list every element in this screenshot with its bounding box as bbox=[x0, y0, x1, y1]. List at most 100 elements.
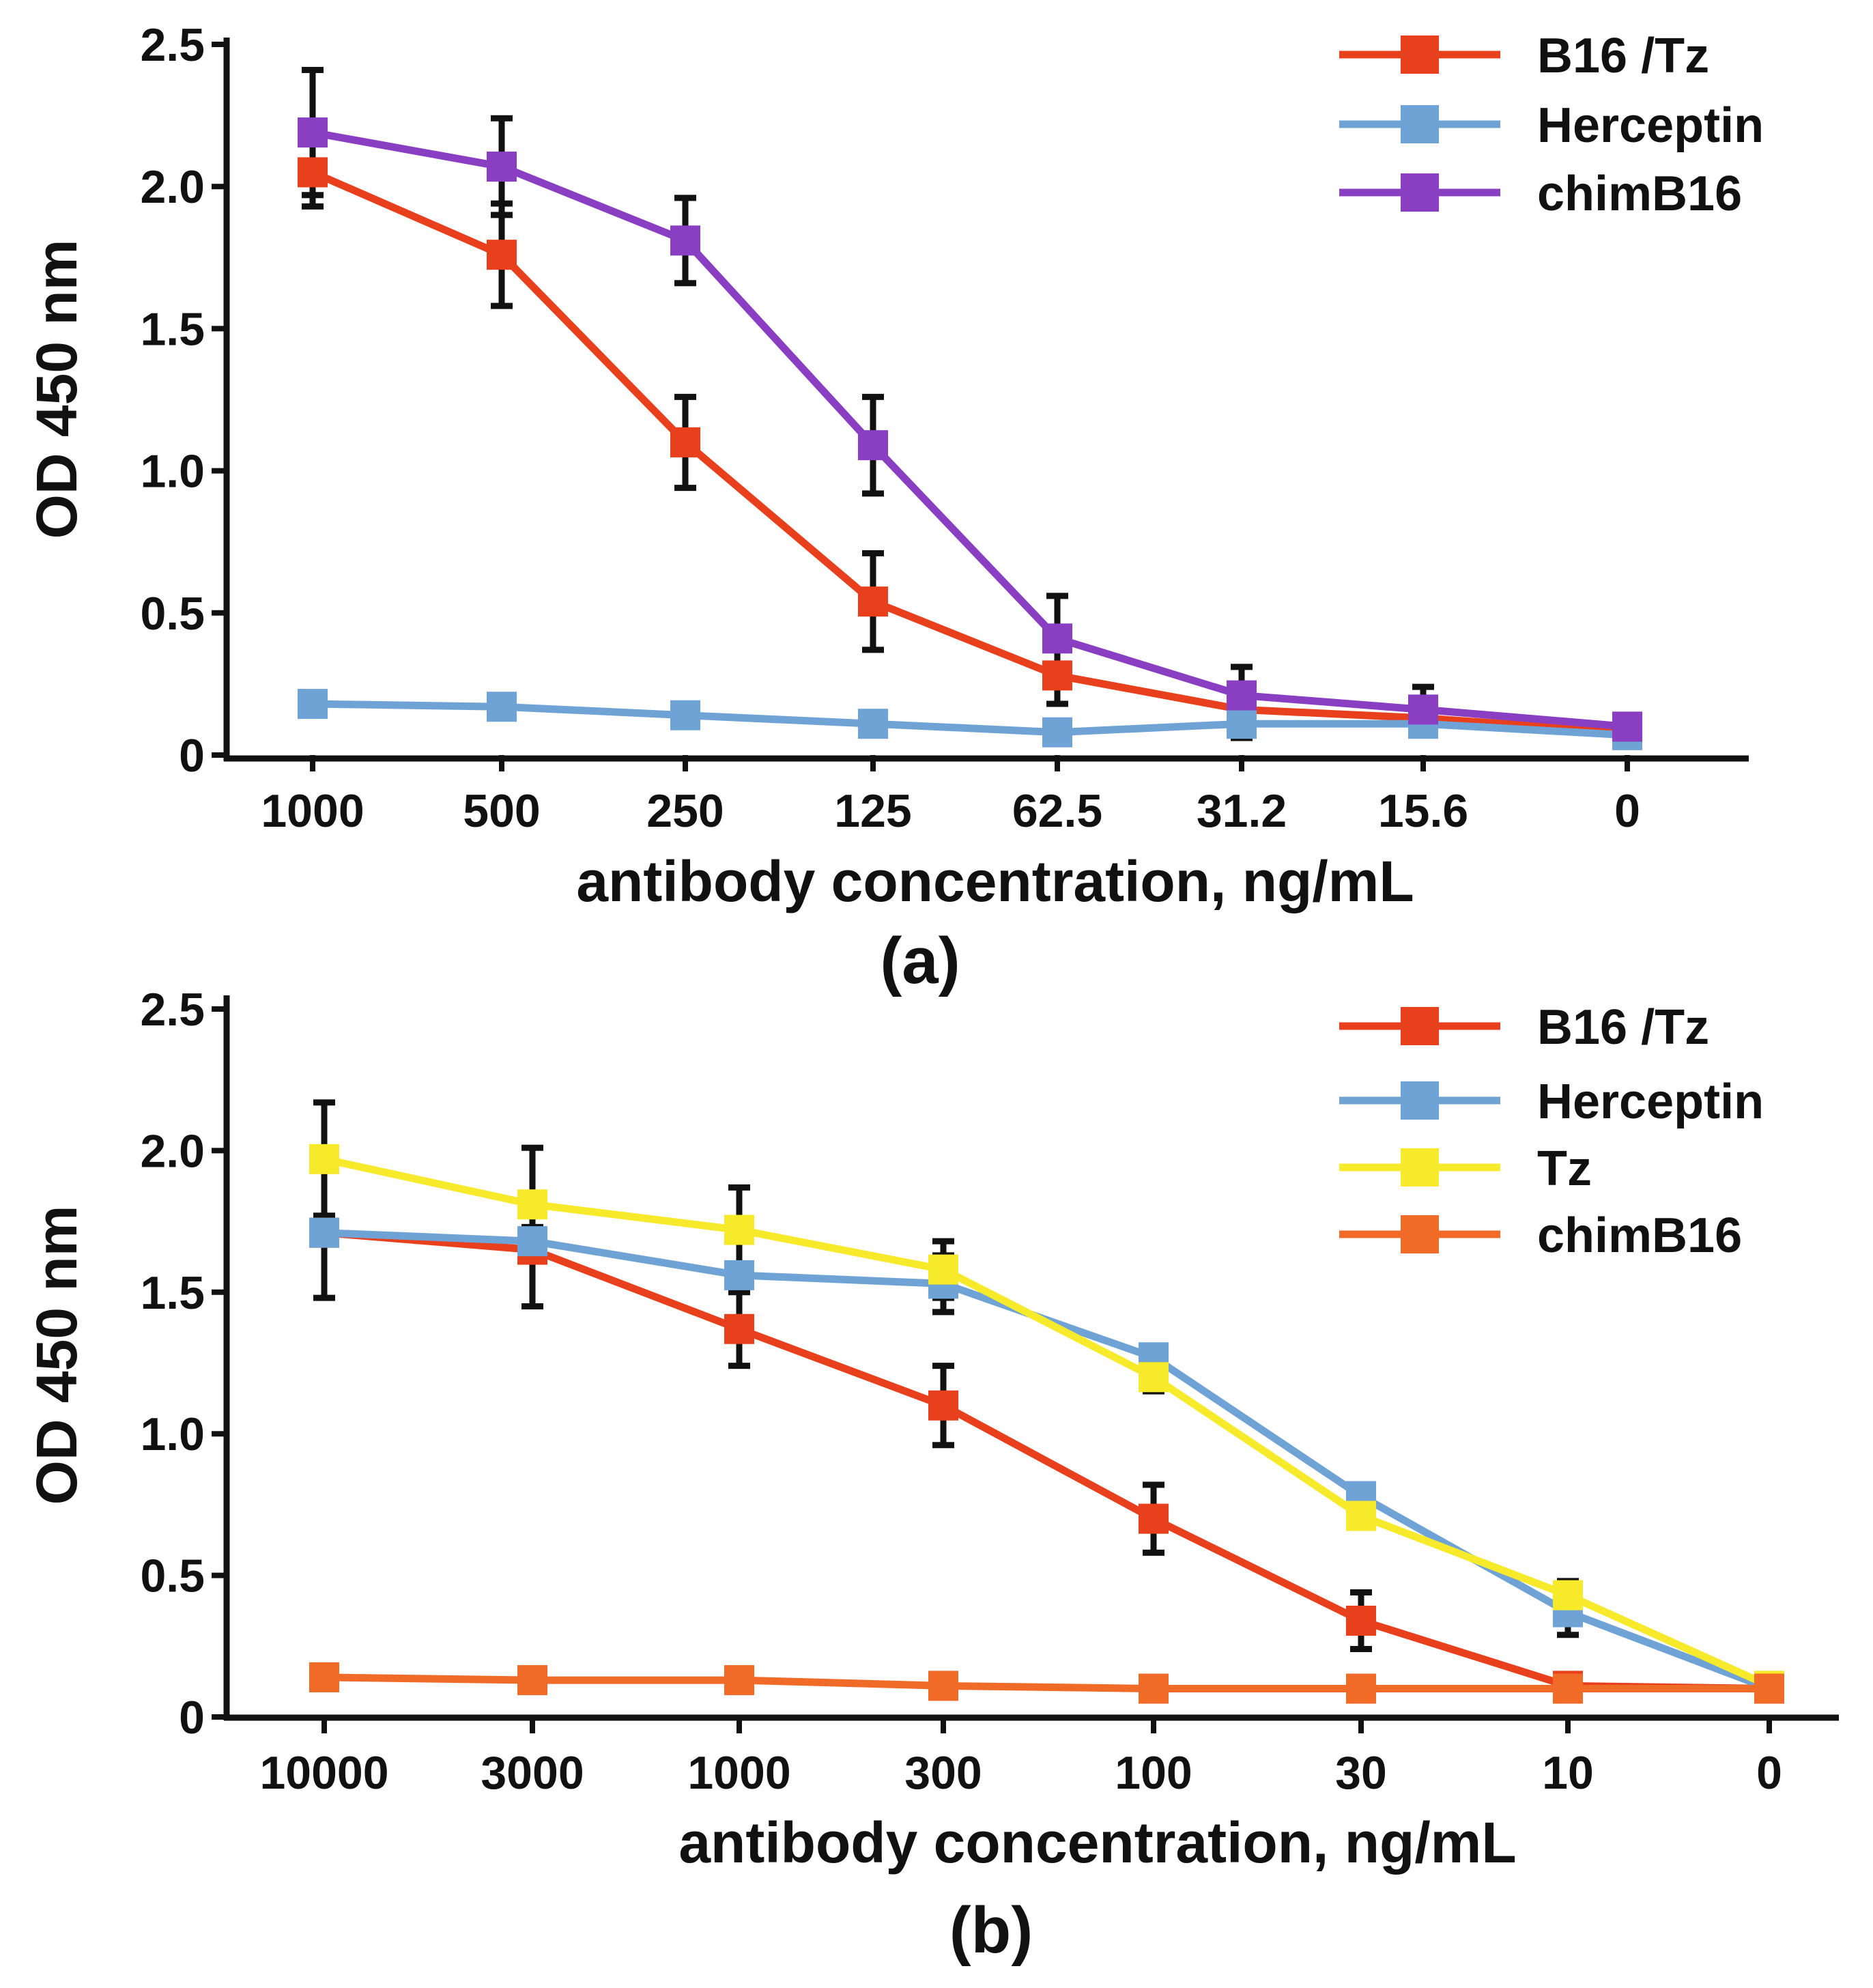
x-tick-label: 500 bbox=[463, 785, 540, 837]
y-tick-label: 0.5 bbox=[140, 588, 205, 640]
y-axis-title-a: OD 450 nm bbox=[25, 240, 89, 539]
y-tick-label: 0 bbox=[179, 1692, 205, 1744]
chart-panel-a: 0 0.5 1.0 1.5 2.0 2.5 1000 500 250 125 62.5 31.2 15… bbox=[25, 19, 1764, 997]
legend-b: B16 /Tz Herceptin Tz chimB16 bbox=[1339, 1000, 1764, 1263]
y-tick-label: 2.5 bbox=[140, 19, 205, 71]
x-tick-label: 10000 bbox=[259, 1747, 388, 1799]
y-tick-label: 1.0 bbox=[140, 1408, 205, 1460]
data-point bbox=[724, 1314, 754, 1344]
legend-label: B16 /Tz bbox=[1537, 1000, 1709, 1055]
series-line bbox=[312, 128, 1628, 730]
legend-label: chimB16 bbox=[1537, 1208, 1742, 1263]
legend-swatch-marker bbox=[1401, 1007, 1439, 1045]
data-point bbox=[1346, 1501, 1376, 1531]
data-point bbox=[1042, 623, 1072, 654]
x-tick-label: 30 bbox=[1335, 1747, 1387, 1799]
data-point bbox=[517, 1226, 547, 1257]
x-ticks-b: 10000 3000 1000 300 100 30 10 0 bbox=[259, 1717, 1782, 1799]
legend-swatch-marker bbox=[1401, 1081, 1439, 1120]
x-ticks-a: 1000 500 250 125 62.5 31.2 15.6 0 bbox=[261, 755, 1640, 837]
y-ticks-b: 0 0.5 1.0 1.5 2.0 2.5 bbox=[140, 984, 227, 1744]
y-tick-label: 1.0 bbox=[140, 446, 205, 498]
error-bars-series bbox=[521, 1223, 1579, 1638]
y-axis-title-b: OD 450 nm bbox=[25, 1206, 89, 1505]
x-tick-label: 1000 bbox=[687, 1747, 790, 1799]
data-point bbox=[1408, 694, 1438, 725]
y-tick-label: 2.0 bbox=[140, 1125, 205, 1177]
data-point bbox=[1042, 660, 1072, 691]
x-tick-label: 1000 bbox=[261, 785, 364, 837]
data-point bbox=[517, 1665, 547, 1696]
y-ticks-a: 0 0.5 1.0 1.5 2.0 2.5 bbox=[140, 19, 227, 782]
panel-label-b: (b) bbox=[949, 1894, 1033, 1967]
data-point bbox=[1139, 1673, 1169, 1704]
series-line bbox=[311, 169, 1628, 737]
legend-item: Tz bbox=[1339, 1141, 1592, 1196]
legend-label: B16 /Tz bbox=[1537, 29, 1709, 83]
legend-item: B16 /Tz bbox=[1339, 29, 1709, 83]
x-tick-label: 0 bbox=[1614, 785, 1640, 837]
legend-swatch-marker bbox=[1401, 36, 1439, 74]
x-tick-label: 31.2 bbox=[1197, 785, 1287, 837]
data-point bbox=[1553, 1580, 1583, 1610]
data-point bbox=[1346, 1673, 1376, 1704]
data-point bbox=[670, 225, 700, 256]
data-point bbox=[1139, 1503, 1169, 1534]
data-point bbox=[1227, 680, 1257, 711]
data-point bbox=[670, 427, 700, 457]
x-axis-title-a: antibody concentration, ng/mL bbox=[576, 849, 1414, 913]
plot-area-b bbox=[309, 1099, 1784, 1704]
series-line bbox=[324, 1229, 1770, 1693]
data-point bbox=[928, 1390, 958, 1421]
y-tick-label: 2.0 bbox=[140, 161, 205, 213]
x-tick-label: 3000 bbox=[481, 1747, 584, 1799]
x-tick-label: 0 bbox=[1756, 1747, 1782, 1799]
data-point bbox=[487, 692, 517, 722]
data-point bbox=[928, 1671, 958, 1701]
data-point bbox=[298, 689, 328, 720]
data-point bbox=[1227, 709, 1257, 739]
data-point bbox=[928, 1254, 958, 1285]
legend-a: B16 /Tz Herceptin chimB16 bbox=[1339, 29, 1764, 221]
legend-item: B16 /Tz bbox=[1339, 1000, 1709, 1055]
data-point bbox=[517, 1189, 547, 1220]
legend-item: Herceptin bbox=[1339, 1075, 1764, 1129]
y-tick-label: 0.5 bbox=[140, 1550, 205, 1602]
y-tick-label: 2.5 bbox=[140, 984, 205, 1036]
series-line bbox=[312, 700, 1628, 739]
legend-swatch-marker bbox=[1401, 1148, 1439, 1187]
series-line bbox=[323, 1155, 1771, 1690]
error-bars-series bbox=[302, 134, 1638, 741]
y-tick-label: 1.5 bbox=[140, 1267, 205, 1319]
data-point bbox=[309, 1662, 339, 1692]
data-point bbox=[670, 700, 700, 730]
data-point bbox=[309, 1144, 339, 1174]
x-tick-label: 15.6 bbox=[1378, 785, 1468, 837]
data-point bbox=[1754, 1673, 1784, 1704]
legend-item: chimB16 bbox=[1339, 167, 1742, 221]
data-point bbox=[487, 240, 517, 270]
x-axis-title-b: antibody concentration, ng/mL bbox=[678, 1810, 1516, 1875]
x-tick-label: 125 bbox=[834, 785, 911, 837]
data-point bbox=[487, 152, 517, 182]
data-point bbox=[1553, 1673, 1583, 1704]
data-point bbox=[724, 1665, 754, 1696]
data-point bbox=[1346, 1605, 1376, 1636]
y-tick-label: 1.5 bbox=[140, 303, 205, 355]
data-point bbox=[1139, 1362, 1169, 1393]
legend-swatch-marker bbox=[1401, 173, 1439, 212]
x-tick-label: 62.5 bbox=[1012, 785, 1102, 837]
x-tick-label: 10 bbox=[1542, 1747, 1594, 1799]
plot-area-a bbox=[298, 66, 1642, 750]
legend-swatch-marker bbox=[1401, 1215, 1439, 1253]
y-tick-label: 0 bbox=[179, 730, 205, 782]
legend-label: Tz bbox=[1537, 1141, 1592, 1196]
legend-item: Herceptin bbox=[1339, 98, 1764, 153]
legend-label: chimB16 bbox=[1537, 167, 1742, 221]
x-tick-label: 250 bbox=[646, 785, 724, 837]
panel-label-a: (a) bbox=[880, 924, 960, 997]
legend-item: chimB16 bbox=[1339, 1208, 1742, 1263]
data-point bbox=[724, 1260, 754, 1290]
data-point bbox=[298, 157, 328, 188]
x-tick-label: 300 bbox=[904, 1747, 982, 1799]
